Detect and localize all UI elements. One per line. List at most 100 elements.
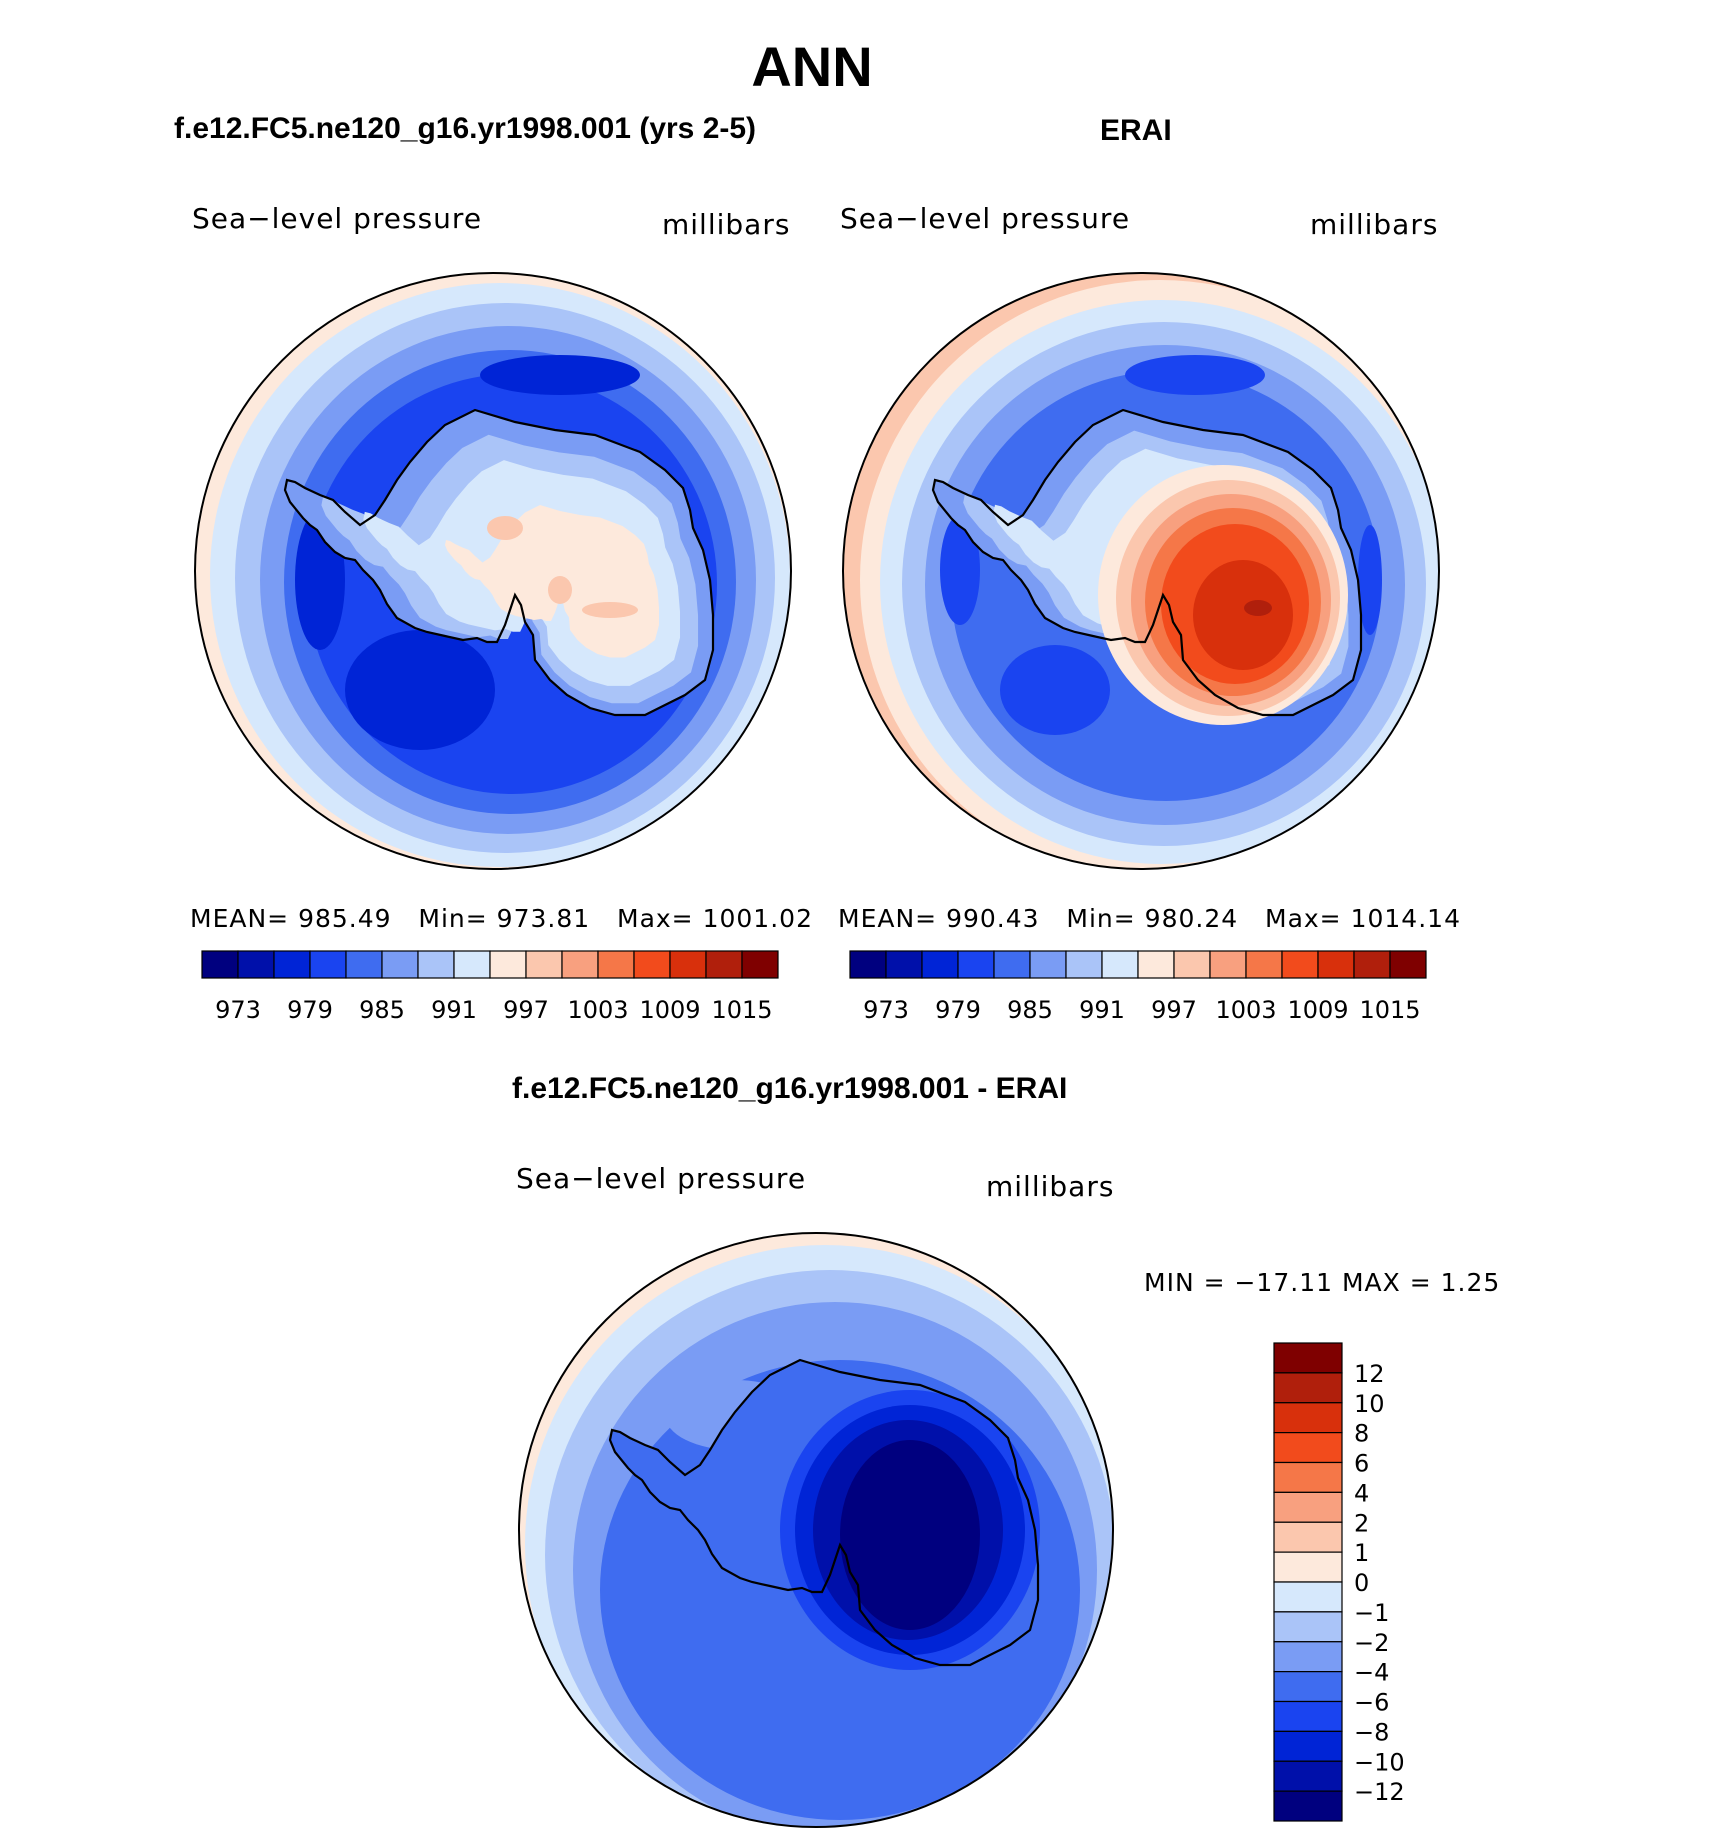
colorbar-tick-label: 979 — [287, 996, 333, 1024]
colorbar-tick-label: 2 — [1354, 1509, 1369, 1537]
colorbar-swatch — [489, 950, 527, 979]
panel-1-units: millibars — [662, 208, 791, 241]
colorbar-swatch — [1317, 950, 1355, 979]
max-label: Max= — [1265, 904, 1342, 933]
panel-1-variable: Sea−level pressure — [192, 202, 483, 235]
colorbar-tick-label: 985 — [1007, 996, 1053, 1024]
colorbar-swatch — [1209, 950, 1247, 979]
colorbar-tick-label: 1003 — [1215, 996, 1276, 1024]
colorbar-swatch — [273, 950, 311, 979]
colorbar-swatch — [1273, 1402, 1343, 1434]
colorbar-swatch — [1389, 950, 1427, 979]
map-2-border — [842, 272, 1440, 870]
colorbar-swatch — [1273, 1491, 1343, 1523]
colorbar-tick-label: 979 — [935, 996, 981, 1024]
panel-2-units: millibars — [1310, 208, 1439, 241]
colorbar-tick-label: 12 — [1354, 1360, 1385, 1388]
panel-3-stats: MIN = −17.11 MAX = 1.25 — [1144, 1268, 1501, 1297]
panel-2-stats: MEAN= 990.43 Min= 980.24 Max= 1014.14 — [838, 904, 1461, 933]
min-label: Min= — [1066, 904, 1136, 933]
colorbar-tick-label: −6 — [1354, 1689, 1389, 1717]
max-label: Max= — [617, 904, 694, 933]
colorbar-swatch — [381, 950, 419, 979]
colorbar-tick-label: −4 — [1354, 1659, 1389, 1687]
colorbar-swatch — [1273, 1790, 1343, 1822]
colorbar-tick-label: 991 — [1079, 996, 1125, 1024]
colorbar-tick-label: −12 — [1354, 1778, 1405, 1806]
colorbar-tick-label: −2 — [1354, 1629, 1389, 1657]
panel-2-title: ERAI — [1100, 114, 1172, 147]
max-value: 1001.02 — [702, 904, 813, 933]
colorbar-swatch — [957, 950, 995, 979]
map-panel-3 — [519, 1233, 1113, 1827]
colorbar-tick-label: 1009 — [1287, 996, 1348, 1024]
colorbar-tick-label: 973 — [863, 996, 909, 1024]
colorbar-swatch — [1273, 1551, 1343, 1583]
colorbar-tick-label: 997 — [1151, 996, 1197, 1024]
mean-value: 985.49 — [298, 904, 392, 933]
min-value: 973.81 — [496, 904, 591, 933]
main-title: ANN — [751, 35, 873, 98]
colorbar-swatch — [1281, 950, 1319, 979]
colorbar-swatch — [1273, 1611, 1343, 1643]
panel-3-units: millibars — [986, 1170, 1115, 1203]
colorbar-tick-label: 0 — [1354, 1569, 1369, 1597]
colorbar-swatch — [1273, 1432, 1343, 1464]
colorbar-tick-label: 1015 — [711, 996, 772, 1024]
colorbar-tick-label: 1015 — [1359, 996, 1420, 1024]
colorbar-swatch — [885, 950, 923, 979]
colorbar-swatch — [1245, 950, 1283, 979]
colorbar-tick-label: 4 — [1354, 1479, 1369, 1507]
map-panel-1 — [195, 273, 791, 869]
colorbar-swatch — [417, 950, 455, 979]
colorbar-swatch — [1273, 1461, 1343, 1493]
colorbar-tick-label: 1009 — [639, 996, 700, 1024]
colorbar-swatch — [741, 950, 779, 979]
panel-3-variable: Sea−level pressure — [516, 1162, 807, 1195]
colorbar-swatch — [1273, 1641, 1343, 1673]
colorbar-swatch — [669, 950, 707, 979]
colorbar-tick-label: 991 — [431, 996, 477, 1024]
mean-label: MEAN= — [838, 904, 938, 933]
colorbar-swatch — [1273, 1760, 1343, 1792]
colorbar-swatch — [1273, 1730, 1343, 1762]
colorbar-swatch — [1137, 950, 1175, 979]
panel-1-title: f.e12.FC5.ne120_g16.yr1998.001 (yrs 2-5) — [174, 112, 757, 145]
colorbar-swatch — [1353, 950, 1391, 979]
mean-label: MEAN= — [190, 904, 290, 933]
colorbar-swatch — [309, 950, 347, 979]
min-label: Min= — [418, 904, 488, 933]
colorbar-swatch — [849, 950, 887, 979]
map-panel-2 — [843, 273, 1439, 869]
colorbar-panel-1: 973 979 985 991 997 1003 1009 1015 — [201, 950, 779, 1024]
colorbar-tick-label: 10 — [1354, 1390, 1385, 1418]
panel-3-title: f.e12.FC5.ne120_g16.yr1998.001 - ERAI — [512, 1072, 1068, 1105]
map-3-border — [518, 1232, 1114, 1828]
colorbar-swatch — [1029, 950, 1067, 979]
colorbar-tick-label: −1 — [1354, 1599, 1389, 1627]
colorbar-swatch — [345, 950, 383, 979]
colorbar-tick-label: 985 — [359, 996, 405, 1024]
colorbar-swatch — [237, 950, 275, 979]
colorbar-swatch — [1273, 1342, 1343, 1374]
colorbar-swatch — [561, 950, 599, 979]
panel-2-variable: Sea−level pressure — [840, 202, 1131, 235]
colorbar-swatch — [597, 950, 635, 979]
colorbar-swatch — [1065, 950, 1103, 979]
colorbar-swatch — [1273, 1372, 1343, 1404]
min-value: 980.24 — [1144, 904, 1239, 933]
colorbar-swatch — [1173, 950, 1211, 979]
colorbar-swatch — [993, 950, 1031, 979]
mean-value: 990.43 — [946, 904, 1040, 933]
colorbar-tick-label: −8 — [1354, 1718, 1389, 1746]
colorbar-tick-label: 1003 — [567, 996, 628, 1024]
colorbar-panel-2: 973 979 985 991 997 1003 1009 1015 — [849, 950, 1427, 1024]
colorbar-swatch — [1273, 1671, 1343, 1703]
colorbar-swatch — [201, 950, 239, 979]
colorbar-swatch — [453, 950, 491, 979]
colorbar-swatch — [705, 950, 743, 979]
colorbar-swatch — [921, 950, 959, 979]
map-1-border — [194, 272, 792, 870]
